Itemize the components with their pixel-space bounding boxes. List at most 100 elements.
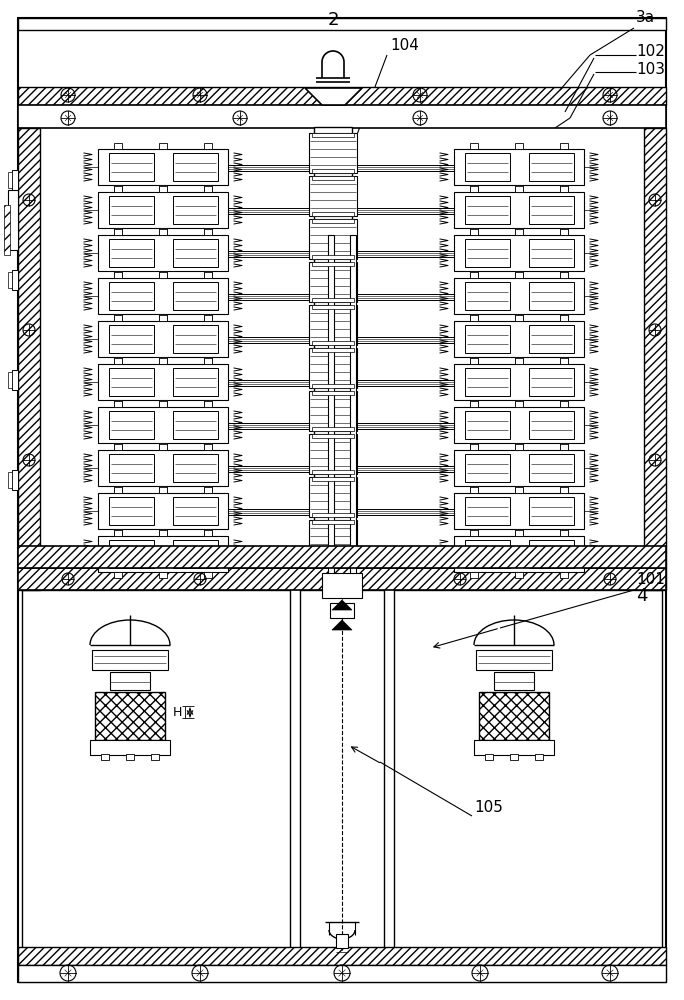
Bar xyxy=(114,444,122,450)
Bar xyxy=(98,450,228,486)
Bar xyxy=(454,364,584,400)
Bar xyxy=(352,165,454,171)
Bar xyxy=(312,556,354,560)
Bar xyxy=(515,529,523,535)
Bar xyxy=(312,384,354,388)
Bar xyxy=(560,185,568,191)
Bar xyxy=(4,205,10,255)
Text: 101: 101 xyxy=(636,572,665,587)
Bar xyxy=(515,486,523,492)
Bar xyxy=(159,186,167,192)
Bar xyxy=(114,314,122,320)
Bar xyxy=(454,407,584,443)
Bar xyxy=(114,228,122,234)
Bar xyxy=(18,87,666,105)
Bar xyxy=(159,572,167,578)
Bar xyxy=(560,572,568,578)
Bar xyxy=(309,133,357,173)
Bar xyxy=(18,947,666,965)
Bar xyxy=(114,358,122,364)
Bar xyxy=(204,529,212,535)
Bar xyxy=(114,143,122,149)
Bar xyxy=(114,186,122,192)
Bar xyxy=(560,314,568,320)
Bar xyxy=(173,325,218,353)
Bar xyxy=(312,434,354,438)
Bar xyxy=(529,153,574,181)
Bar xyxy=(114,443,122,449)
Bar xyxy=(352,552,454,558)
Bar xyxy=(204,314,212,320)
Bar xyxy=(109,153,154,181)
Bar xyxy=(204,357,212,363)
Bar xyxy=(204,444,212,450)
Bar xyxy=(228,380,314,386)
Bar xyxy=(159,401,167,407)
Bar xyxy=(470,186,478,192)
Bar xyxy=(159,400,167,406)
Bar xyxy=(204,185,212,191)
Bar xyxy=(529,282,574,310)
Bar xyxy=(204,530,212,536)
Bar xyxy=(114,400,122,406)
Bar xyxy=(309,348,357,388)
Bar xyxy=(336,934,348,948)
Bar xyxy=(510,754,518,760)
Bar xyxy=(159,272,167,278)
Bar xyxy=(159,271,167,277)
Bar xyxy=(109,411,154,439)
Bar xyxy=(8,172,12,188)
Bar xyxy=(470,358,478,364)
Bar xyxy=(465,153,510,181)
Bar xyxy=(12,170,18,190)
Bar xyxy=(350,235,356,595)
Bar xyxy=(352,423,454,429)
Bar xyxy=(454,321,584,357)
Bar xyxy=(560,228,568,234)
Text: 103: 103 xyxy=(636,62,665,78)
Bar xyxy=(159,315,167,321)
Bar xyxy=(560,444,568,450)
Bar xyxy=(309,391,357,431)
Bar xyxy=(98,407,228,443)
Bar xyxy=(515,185,523,191)
Bar xyxy=(228,509,314,515)
Bar xyxy=(465,454,510,482)
Bar xyxy=(312,470,354,474)
Bar xyxy=(352,466,454,472)
Bar xyxy=(529,196,574,224)
Bar xyxy=(535,754,543,760)
Polygon shape xyxy=(305,88,362,105)
Text: 4: 4 xyxy=(636,587,648,605)
Bar xyxy=(470,486,478,492)
Bar xyxy=(114,401,122,407)
Bar xyxy=(114,272,122,278)
Bar xyxy=(114,185,122,191)
Bar xyxy=(515,271,523,277)
Bar xyxy=(110,672,150,690)
Bar xyxy=(312,427,354,431)
Bar xyxy=(515,401,523,407)
Text: H: H xyxy=(172,706,182,718)
Bar xyxy=(98,364,228,400)
Bar xyxy=(204,572,212,578)
Bar xyxy=(465,196,510,224)
Bar xyxy=(204,186,212,192)
Bar xyxy=(159,487,167,493)
Bar xyxy=(173,454,218,482)
Bar xyxy=(465,368,510,396)
Bar xyxy=(173,497,218,525)
Bar xyxy=(560,229,568,235)
Bar xyxy=(312,262,354,266)
Bar xyxy=(494,672,534,690)
Bar xyxy=(560,186,568,192)
Bar xyxy=(352,208,454,214)
Bar xyxy=(465,411,510,439)
Bar xyxy=(470,530,478,536)
Bar xyxy=(173,411,218,439)
Bar xyxy=(529,454,574,482)
Bar xyxy=(309,305,357,345)
Bar xyxy=(159,185,167,191)
Bar xyxy=(312,305,354,309)
Bar xyxy=(159,530,167,536)
